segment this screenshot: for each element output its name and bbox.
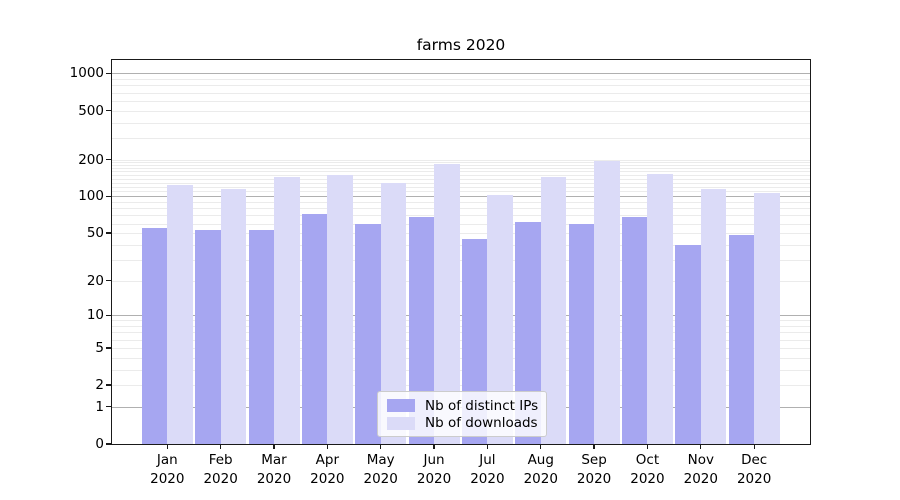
y-tick-label-1000: 1000	[69, 65, 104, 82]
gridline-100	[112, 196, 810, 198]
x-tick-label-aug: Aug 2020	[523, 452, 558, 487]
y-tick-label-500: 500	[78, 102, 104, 119]
bar-downloads-apr	[327, 174, 353, 444]
gridline-150	[112, 174, 810, 176]
gridline-800	[112, 85, 810, 87]
y-tick-label-0: 0	[95, 436, 104, 452]
bar-ips-mar	[248, 230, 274, 444]
bar-downloads-oct	[647, 174, 673, 444]
bar-ips-sep	[568, 223, 595, 444]
x-tick-label-may: May 2020	[363, 452, 398, 487]
bar-ips-nov	[675, 244, 701, 444]
y-tick-label-10: 10	[86, 307, 104, 324]
gridline-5	[112, 347, 810, 349]
gridline-190	[112, 162, 810, 164]
y-tick-label-1: 1	[95, 398, 104, 415]
bar-downloads-sep	[594, 161, 620, 444]
legend-item: Nb of distinct IPs	[387, 397, 539, 415]
x-tick-label-dec: Dec 2020	[736, 452, 772, 487]
x-tick-label-jul: Jul 2020	[470, 452, 505, 487]
gridline-8	[112, 326, 810, 328]
bar-ips-feb	[195, 230, 221, 444]
bar-downloads-nov	[700, 189, 727, 444]
gridline-40	[112, 244, 810, 246]
legend-swatch	[387, 416, 415, 430]
gridline-6	[112, 339, 810, 341]
legend-item: Nb of downloads	[387, 415, 538, 433]
plot-area: Nb of distinct IPs Nb of downloads	[111, 59, 811, 445]
x-tick-mark	[326, 444, 328, 449]
x-tick-label-jan: Jan 2020	[150, 452, 185, 487]
gridline-110	[112, 191, 810, 193]
bar-downloads-feb	[220, 189, 247, 444]
x-tick-mark	[166, 444, 168, 449]
gridline-50	[112, 233, 810, 235]
x-tick-label-feb: Feb 2020	[203, 452, 238, 487]
x-tick-mark	[273, 444, 275, 449]
x-tick-mark	[380, 444, 382, 449]
bar-downloads-dec	[754, 193, 780, 444]
y-tick-label-200: 200	[78, 151, 104, 168]
gridline-60	[112, 223, 810, 225]
x-tick-mark	[593, 444, 595, 449]
x-tick-mark	[433, 444, 435, 449]
gridline-600	[112, 100, 810, 102]
x-tick-mark	[220, 444, 222, 449]
gridline-3	[112, 369, 810, 371]
gridline-4	[112, 357, 810, 359]
legend-label: Nb of distinct IPs	[425, 397, 539, 414]
gridline-140	[112, 178, 810, 180]
gridline-120	[112, 186, 810, 188]
gridline-1000	[112, 73, 810, 75]
y-tick-label-2: 2	[95, 377, 104, 394]
bar-downloads-jan	[167, 185, 193, 444]
gridline-90	[112, 202, 810, 204]
gridline-7	[112, 332, 810, 334]
legend-label: Nb of downloads	[425, 415, 538, 432]
x-tick-mark	[540, 444, 542, 449]
bar-ips-apr	[301, 213, 328, 444]
bar-ips-dec	[728, 235, 755, 444]
gridline-180	[112, 165, 810, 167]
gridline-170	[112, 168, 810, 170]
gridline-30	[112, 259, 810, 261]
gridline-20	[112, 280, 810, 282]
gridline-300	[112, 137, 810, 139]
y-tick-label-20: 20	[86, 272, 104, 289]
x-tick-label-sep: Sep 2020	[576, 452, 612, 487]
x-tick-mark	[753, 444, 755, 449]
y-tick-label-5: 5	[95, 339, 104, 356]
x-tick-label-nov: Nov 2020	[683, 452, 718, 487]
x-tick-mark	[486, 444, 489, 449]
gridline-400	[112, 122, 810, 124]
gridline-700	[112, 92, 810, 94]
gridline-2	[112, 385, 810, 387]
bars-layer	[112, 60, 810, 444]
x-tick-mark	[646, 444, 649, 449]
x-tick-label-apr: Apr 2020	[310, 452, 345, 487]
x-tick-mark	[700, 444, 702, 449]
y-tick-label-50: 50	[86, 225, 104, 242]
gridline-900	[112, 79, 810, 81]
gridline-130	[112, 182, 810, 184]
gridline-160	[112, 171, 810, 173]
bar-ips-oct	[621, 216, 648, 444]
gridline-70	[112, 215, 810, 217]
bar-downloads-mar	[274, 177, 300, 444]
x-tick-label-jun: Jun 2020	[416, 452, 452, 487]
gridline-9	[112, 320, 810, 322]
gridline-200	[112, 159, 810, 161]
x-tick-label-mar: Mar 2020	[256, 452, 292, 487]
gridline-10	[112, 315, 810, 317]
gridline-80	[112, 208, 810, 210]
x-tick-label-oct: Oct 2020	[630, 452, 665, 487]
legend-swatch	[387, 399, 415, 413]
y-tick-label-100: 100	[78, 188, 104, 205]
bar-ips-jan	[141, 228, 168, 444]
legend: Nb of distinct IPs Nb of downloads	[377, 391, 547, 437]
bar-ips-may	[355, 224, 381, 444]
chart-title: farms 2020	[416, 36, 506, 54]
gridline-500	[112, 110, 810, 112]
